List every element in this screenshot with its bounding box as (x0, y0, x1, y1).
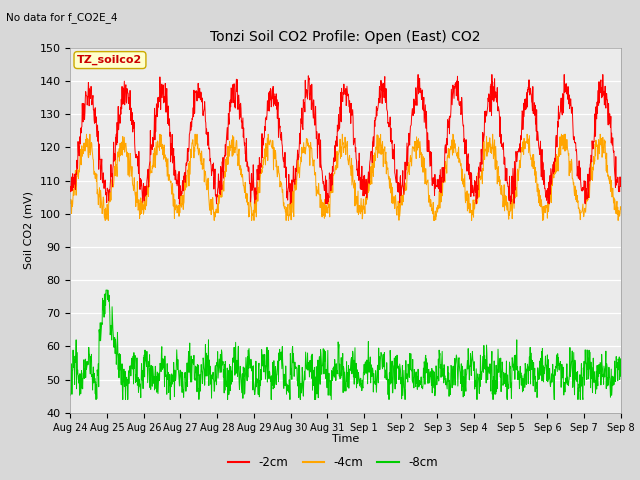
X-axis label: Time: Time (332, 434, 359, 444)
Text: TZ_soilco2: TZ_soilco2 (77, 55, 143, 65)
Legend: -2cm, -4cm, -8cm: -2cm, -4cm, -8cm (223, 452, 442, 474)
Text: No data for f_CO2E_4: No data for f_CO2E_4 (6, 12, 118, 23)
Title: Tonzi Soil CO2 Profile: Open (East) CO2: Tonzi Soil CO2 Profile: Open (East) CO2 (211, 30, 481, 44)
Y-axis label: Soil CO2 (mV): Soil CO2 (mV) (24, 192, 34, 269)
